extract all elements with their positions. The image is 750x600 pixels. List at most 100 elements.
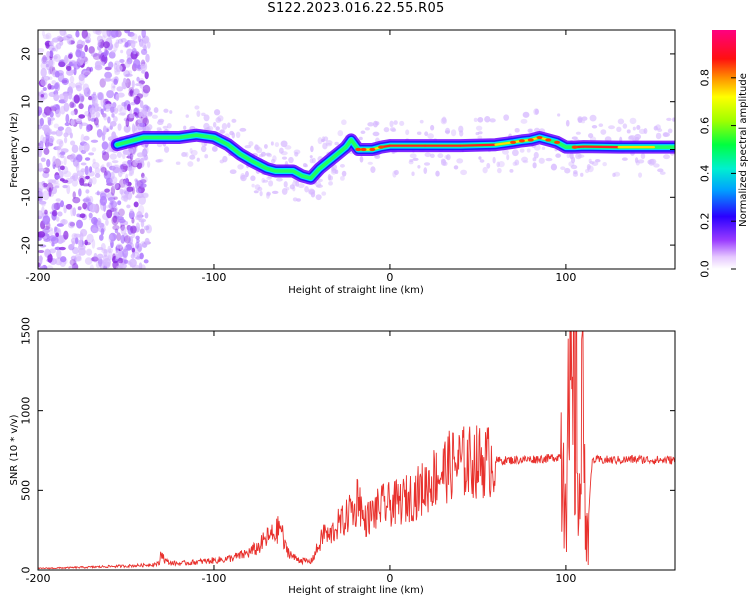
noise-speck: [107, 251, 113, 261]
noise-speck: [100, 108, 104, 115]
noise-speck: [100, 166, 107, 173]
noise-speck: [72, 262, 79, 269]
halo-speck: [162, 125, 169, 129]
noise-speck: [114, 182, 121, 191]
noise-speck: [58, 160, 64, 165]
noise-speck: [84, 257, 93, 265]
noise-speck: [48, 138, 54, 147]
noise-speck: [75, 49, 82, 58]
noise-speck: [42, 92, 48, 100]
halo-speck: [288, 156, 294, 164]
noise-speck: [82, 83, 90, 93]
noise-speck: [85, 175, 90, 180]
halo-speck: [153, 107, 159, 114]
noise-speck: [56, 35, 63, 42]
halo-speck: [545, 157, 553, 162]
halo-speck: [450, 129, 457, 137]
halo-speck: [405, 129, 410, 136]
noise-speck: [45, 32, 52, 40]
halo-speck: [600, 129, 607, 135]
halo-speck: [659, 171, 666, 175]
halo-speck: [147, 161, 151, 168]
halo-speck: [130, 154, 134, 159]
halo-speck: [339, 163, 345, 168]
noise-speck: [126, 186, 134, 192]
noise-speck: [140, 48, 148, 55]
noise-speck: [140, 264, 146, 269]
halo-speck: [477, 116, 484, 123]
halo-speck: [133, 125, 138, 132]
halo-speck: [253, 190, 259, 194]
halo-speck: [424, 131, 429, 137]
noise-speck: [135, 235, 140, 240]
noise-speck: [96, 253, 104, 259]
halo-speck: [229, 169, 237, 175]
halo-speck: [589, 114, 597, 122]
halo-speck: [430, 124, 435, 131]
halo-speck: [538, 157, 545, 164]
noise-speck: [128, 210, 135, 220]
x-tick-label: 100: [555, 572, 576, 585]
colorbar-tick-label: 0.4: [699, 165, 712, 183]
halo-speck: [427, 133, 434, 139]
halo-speck: [254, 144, 260, 151]
noise-speck: [93, 117, 99, 126]
halo-speck: [240, 174, 247, 182]
noise-speck: [65, 65, 72, 71]
halo-speck: [602, 161, 607, 167]
halo-speck: [270, 141, 274, 146]
x-tick-label: 100: [555, 271, 576, 284]
halo-speck: [587, 165, 594, 173]
halo-speck: [258, 153, 264, 158]
noise-speck: [78, 188, 82, 197]
halo-speck: [213, 109, 221, 116]
halo-speck: [484, 116, 491, 123]
noise-speck: [64, 122, 70, 127]
noise-speck: [85, 248, 93, 256]
halo-speck: [581, 116, 588, 121]
halo-speck: [612, 172, 616, 178]
noise-speck: [48, 229, 54, 236]
noise-speck: [79, 177, 85, 186]
noise-speck: [82, 70, 91, 76]
halo-speck: [389, 120, 394, 128]
noise-speck: [112, 206, 118, 213]
noise-speck: [84, 242, 91, 246]
halo-speck: [302, 163, 307, 168]
halo-speck: [527, 128, 533, 133]
noise-speck: [88, 178, 93, 185]
halo-speck: [315, 194, 322, 201]
noise-speck: [131, 217, 135, 224]
noise-speck: [73, 174, 79, 180]
noise-speck: [73, 233, 82, 238]
noise-speck: [53, 93, 60, 102]
halo-speck: [285, 187, 290, 191]
noise-speck: [102, 125, 107, 135]
noise-speck: [51, 80, 57, 85]
noise-speck: [135, 83, 143, 87]
noise-speck: [131, 47, 137, 55]
halo-speck: [217, 115, 224, 122]
noise-speck: [107, 245, 112, 254]
halo-speck: [522, 160, 529, 164]
noise-speck: [72, 61, 78, 65]
noise-speck: [45, 227, 54, 232]
spectrogram-ylabel: Frequency (Hz): [9, 112, 20, 188]
noise-speck: [133, 58, 141, 69]
halo-speck: [666, 117, 672, 121]
halo-speck: [663, 132, 670, 137]
noise-speck: [111, 160, 119, 164]
noise-speck: [45, 63, 50, 68]
noise-speck: [103, 113, 108, 121]
halo-speck: [634, 133, 642, 140]
noise-speck: [80, 162, 87, 166]
halo-speck: [575, 153, 582, 160]
noise-speck: [48, 187, 52, 197]
noise-speck: [62, 35, 71, 41]
noise-speck: [115, 249, 121, 259]
halo-speck: [393, 120, 398, 125]
noise-speck: [77, 206, 82, 211]
noise-speck: [103, 170, 112, 180]
halo-speck: [383, 127, 390, 133]
halo-speck: [266, 192, 271, 196]
